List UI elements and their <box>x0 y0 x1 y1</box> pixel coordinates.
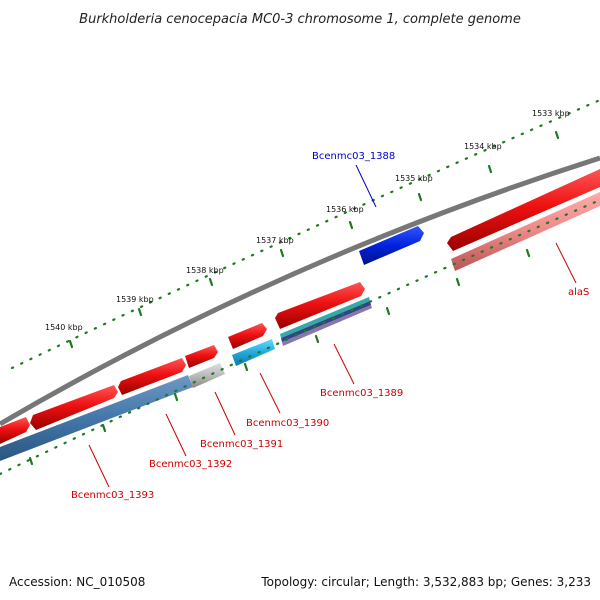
feature-purple-1389[interactable] <box>282 305 372 346</box>
gene-forward-6[interactable] <box>275 282 365 329</box>
ruler-label-1535: 1535 kbp <box>395 174 433 183</box>
gene-labels: Bcenmc03_1388 alaS Bcenmc03_1389 Bcenmc0… <box>71 151 589 501</box>
gene-label-1391[interactable]: Bcenmc03_1391 <box>200 439 283 450</box>
forward-strand-genes <box>0 169 600 444</box>
ruler-label-1538: 1538 kbp <box>186 266 224 275</box>
gene-bcenmc03-1388[interactable] <box>359 226 424 265</box>
gene-label-1393[interactable]: Bcenmc03_1393 <box>71 490 154 501</box>
gene-label-1392[interactable]: Bcenmc03_1392 <box>149 459 232 470</box>
feature-teal-1389[interactable] <box>280 297 370 338</box>
feature-grey-1391[interactable] <box>189 363 225 388</box>
accession-text: Accession: NC_010508 <box>9 575 145 589</box>
ruler-label-1539: 1539 kbp <box>116 295 154 304</box>
gene-alas-forward[interactable] <box>447 169 600 251</box>
leader-1391 <box>214 391 236 436</box>
ruler-label-1534: 1534 kbp <box>464 142 502 151</box>
gene-forward-3[interactable] <box>118 358 186 395</box>
feature-pink-alas[interactable] <box>451 192 600 271</box>
ruler-label-1537: 1537 kbp <box>256 236 294 245</box>
topology-summary: Topology: circular; Length: 3,532,883 bp… <box>260 575 591 589</box>
inner-ruler <box>0 198 600 476</box>
ruler-label-1533: 1533 kbp <box>532 109 570 118</box>
feature-blue-1393[interactable] <box>0 375 193 461</box>
gene-label-1390[interactable]: Bcenmc03_1390 <box>246 418 329 429</box>
gene-forward-4[interactable] <box>185 345 218 368</box>
gene-label-1389[interactable]: Bcenmc03_1389 <box>320 388 403 399</box>
ruler-labels: 1533 kbp 1534 kbp 1535 kbp 1536 kbp 1537… <box>45 109 570 332</box>
gene-forward-1[interactable] <box>0 417 30 444</box>
leader-1389 <box>333 343 355 385</box>
gene-label-1388[interactable]: Bcenmc03_1388 <box>312 151 395 162</box>
gene-forward-5[interactable] <box>228 323 267 349</box>
feature-cyan-1390[interactable] <box>232 339 275 366</box>
leader-lines <box>88 164 577 488</box>
leader-alas <box>555 242 577 284</box>
leader-1388 <box>355 164 377 208</box>
leader-1390 <box>259 372 281 414</box>
inner-feature-track <box>0 192 600 461</box>
gene-label-alas[interactable]: alaS <box>568 287 589 298</box>
outer-ruler <box>10 98 600 370</box>
leader-1392 <box>165 413 187 457</box>
ruler-label-1536: 1536 kbp <box>326 205 364 214</box>
map-title: Burkholderia cenocepacia MC0-3 chromosom… <box>79 12 521 27</box>
leader-1393 <box>88 444 110 488</box>
ruler-label-1540: 1540 kbp <box>45 323 83 332</box>
feature-navy-1389[interactable] <box>281 301 371 342</box>
chromosome-backbone <box>0 155 600 427</box>
gene-forward-2[interactable] <box>30 385 118 430</box>
